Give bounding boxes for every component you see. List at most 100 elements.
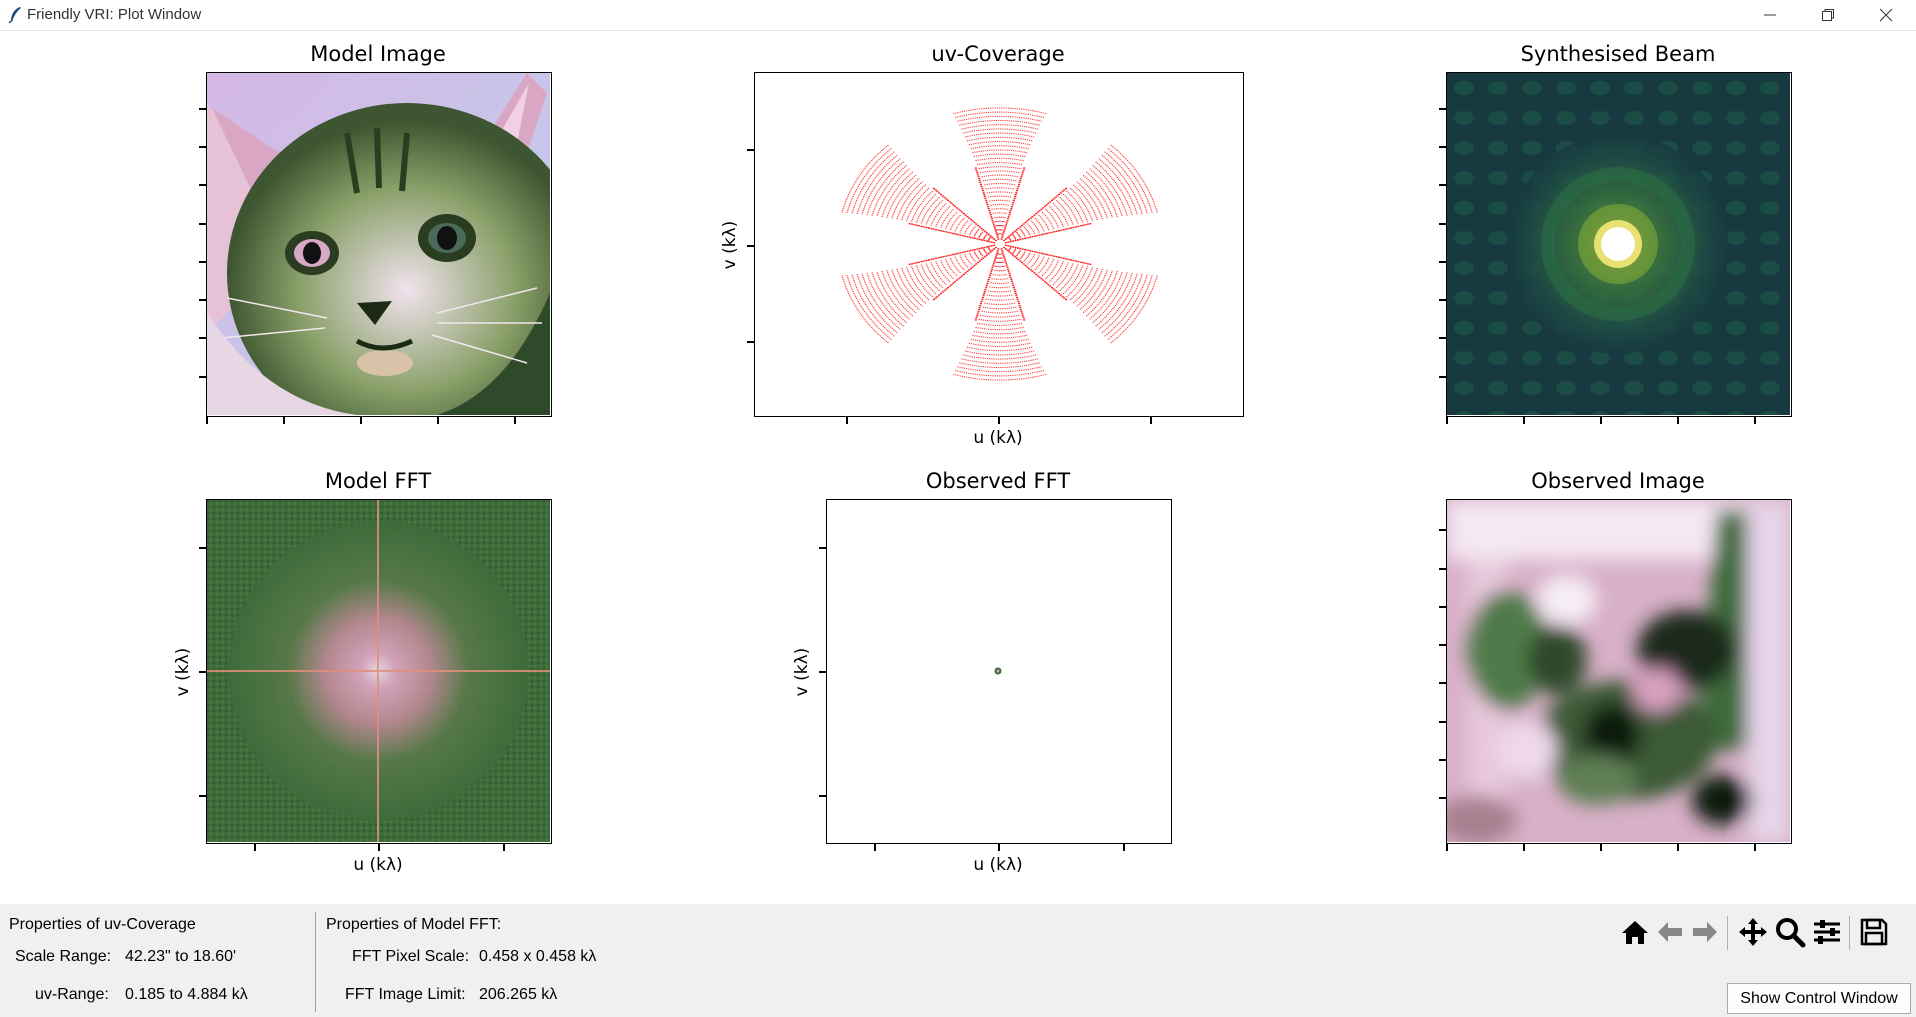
y-tick <box>199 547 206 549</box>
x-tick <box>998 417 1000 424</box>
y-tick <box>747 149 754 151</box>
y-tick <box>199 671 206 673</box>
y-tick <box>199 223 206 225</box>
observed-image-picture <box>1447 500 1790 843</box>
fft-pixel-scale-value: 0.458 x 0.458 kλ <box>479 948 597 965</box>
y-tick <box>1439 721 1446 723</box>
forward-arrow-icon[interactable] <box>1689 916 1721 948</box>
x-tick <box>378 844 380 851</box>
y-tick <box>1439 299 1446 301</box>
uv-range-label: uv-Range: <box>35 986 109 1003</box>
back-arrow-icon[interactable] <box>1654 916 1686 948</box>
toolbar-separator <box>1849 916 1850 950</box>
y-tick <box>747 341 754 343</box>
x-tick <box>360 417 362 424</box>
title-bar: Friendly VRI: Plot Window <box>0 0 1916 31</box>
observed-image-axes <box>1446 499 1792 844</box>
plot-canvas[interactable]: Model Image <box>0 31 1916 904</box>
x-tick <box>1600 417 1602 424</box>
uv-coverage-title: uv-Coverage <box>931 42 1065 66</box>
y-tick <box>747 245 754 247</box>
x-tick <box>1523 844 1525 851</box>
pan-icon[interactable] <box>1737 916 1769 948</box>
y-tick <box>819 795 826 797</box>
model-image-title: Model Image <box>310 42 446 66</box>
y-tick <box>199 108 206 110</box>
y-tick <box>1439 644 1446 646</box>
restore-icon <box>1822 9 1834 21</box>
y-tick <box>199 184 206 186</box>
zoom-icon[interactable] <box>1774 916 1806 948</box>
fft-pixel-scale-label: FFT Pixel Scale: <box>352 948 470 965</box>
y-tick <box>199 261 206 263</box>
fft-properties-heading: Properties of Model FFT: <box>326 916 502 933</box>
observed-image-title: Observed Image <box>1531 469 1705 493</box>
info-panel: Properties of uv-Coverage Scale Range: 4… <box>0 904 1916 1017</box>
y-tick <box>1439 682 1446 684</box>
window-title: Friendly VRI: Plot Window <box>27 6 202 23</box>
model-image-picture <box>207 73 551 416</box>
model-fft-picture <box>207 500 550 842</box>
y-tick <box>199 376 206 378</box>
x-tick <box>437 417 439 424</box>
uv-coverage-ylabel: v (kλ) <box>720 220 740 270</box>
y-tick <box>199 337 206 339</box>
y-tick <box>199 299 206 301</box>
x-tick <box>1677 844 1679 851</box>
synthesised-beam-picture <box>1447 73 1790 415</box>
model-fft-ylabel: v (kλ) <box>173 647 193 697</box>
save-icon[interactable] <box>1858 916 1890 948</box>
x-tick <box>1754 417 1756 424</box>
y-tick <box>1439 568 1446 570</box>
observed-fft-ylabel: v (kλ) <box>792 647 812 697</box>
y-tick <box>199 146 206 148</box>
uv-coverage-axes[interactable] <box>754 72 1244 417</box>
y-tick <box>1439 376 1446 378</box>
x-tick <box>1446 844 1448 851</box>
close-icon <box>1879 8 1893 22</box>
observed-fft-plot <box>994 667 1002 675</box>
feather-app-icon <box>8 7 21 24</box>
show-control-window-button[interactable]: Show Control Window <box>1727 983 1911 1014</box>
uv-sample-spokes <box>908 167 1092 321</box>
x-tick <box>1123 844 1125 851</box>
y-tick <box>819 547 826 549</box>
scale-range-value: 42.23" to 18.60' <box>125 948 237 965</box>
x-tick <box>874 844 876 851</box>
scale-range-label: Scale Range: <box>15 948 112 965</box>
panel-separator <box>315 912 316 1012</box>
x-tick <box>283 417 285 424</box>
y-tick <box>1439 261 1446 263</box>
restore-button[interactable] <box>1799 0 1857 30</box>
y-tick <box>199 795 206 797</box>
y-tick <box>1439 108 1446 110</box>
model-fft-xlabel: u (kλ) <box>353 855 403 875</box>
minimize-button[interactable] <box>1741 0 1799 30</box>
toolbar-separator <box>1727 916 1728 950</box>
x-tick <box>206 417 208 424</box>
y-tick <box>1439 337 1446 339</box>
x-tick <box>514 417 516 424</box>
y-tick <box>1439 797 1446 799</box>
close-button[interactable] <box>1857 0 1915 30</box>
synthesised-beam-title: Synthesised Beam <box>1520 42 1716 66</box>
model-fft-axes[interactable] <box>206 499 552 844</box>
uv-range-value: 0.185 to 4.884 kλ <box>125 986 248 1003</box>
x-tick <box>1600 844 1602 851</box>
x-tick <box>1754 844 1756 851</box>
y-tick <box>819 671 826 673</box>
observed-fft-axes[interactable] <box>826 499 1172 844</box>
y-tick <box>1439 146 1446 148</box>
fft-image-limit-label: FFT Image Limit: <box>345 986 466 1003</box>
observed-fft-xlabel: u (kλ) <box>973 855 1023 875</box>
uv-coverage-plot <box>841 107 1158 381</box>
x-tick <box>1523 417 1525 424</box>
home-icon[interactable] <box>1619 916 1651 948</box>
minimize-icon <box>1764 14 1776 16</box>
x-tick <box>998 844 1000 851</box>
x-tick <box>846 417 848 424</box>
fft-image-limit-value: 206.265 kλ <box>479 986 558 1003</box>
y-tick <box>1439 759 1446 761</box>
x-tick <box>1446 417 1448 424</box>
configure-subplots-icon[interactable] <box>1811 916 1843 948</box>
